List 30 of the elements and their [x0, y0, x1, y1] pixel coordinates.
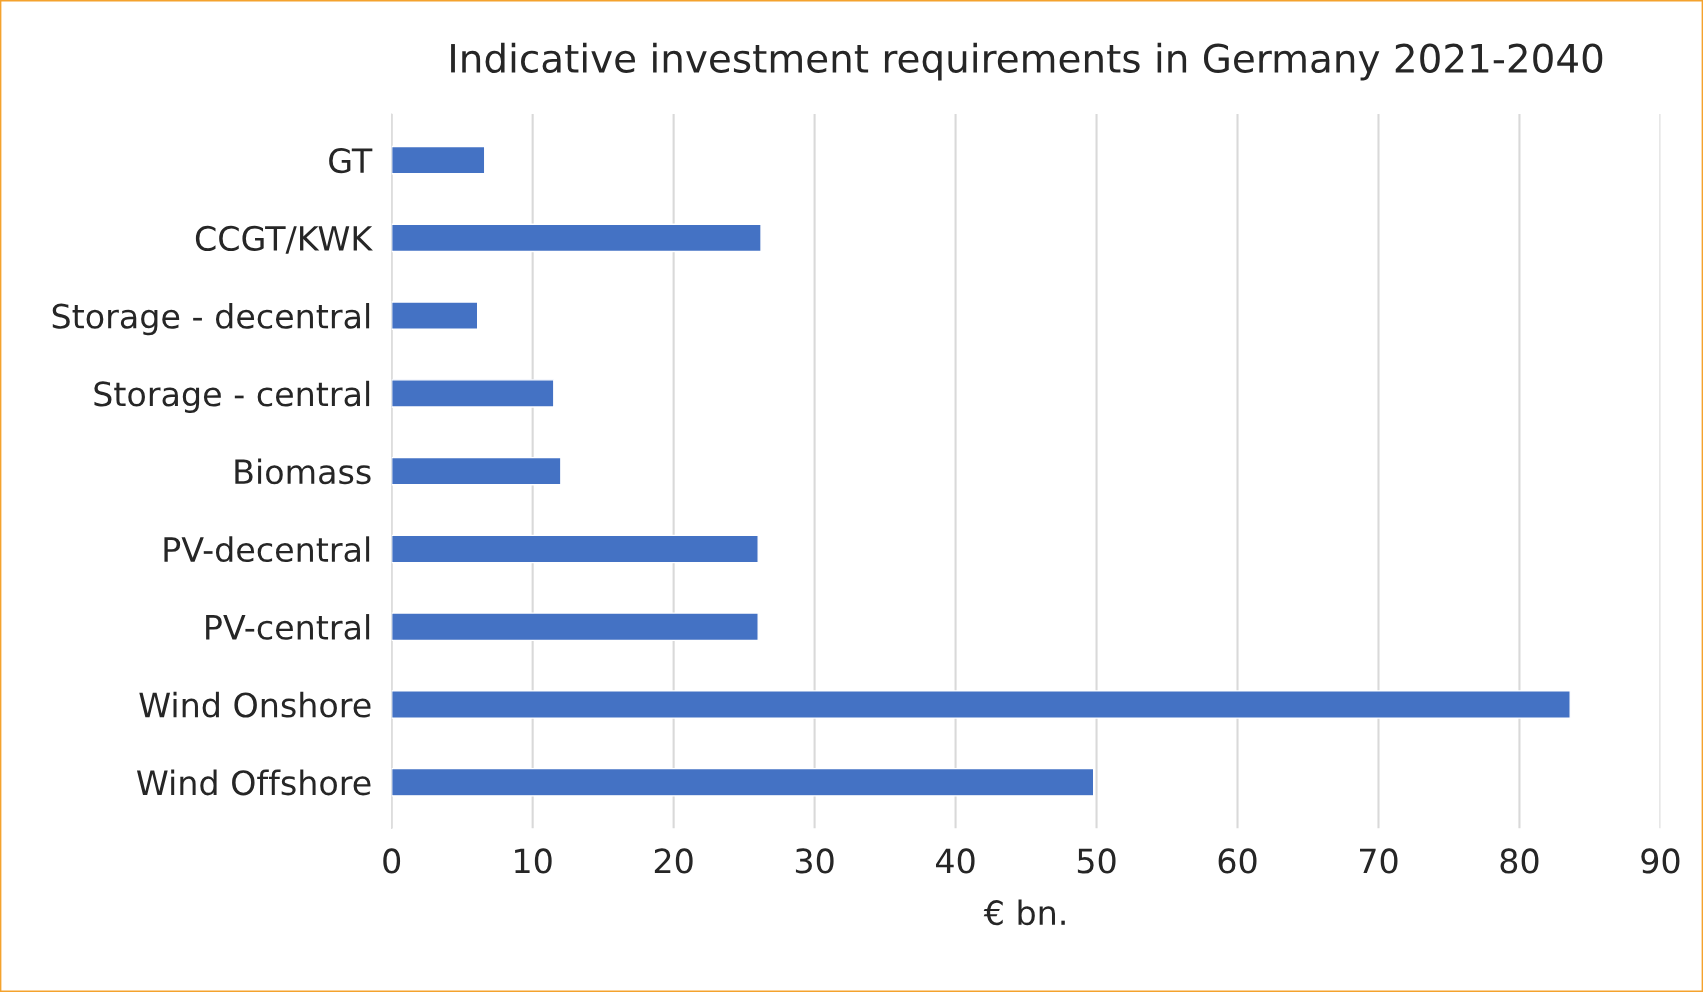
x-tick-label: 10 — [515, 848, 552, 874]
bar — [391, 767, 1095, 797]
y-tick-label: Storage - central — [94, 380, 370, 414]
bar — [391, 456, 562, 486]
bar — [391, 301, 479, 330]
y-tick-label: PV-decentral — [164, 536, 370, 563]
bar — [391, 379, 555, 408]
bar — [391, 145, 486, 175]
y-tick-label: Wind Onshore — [139, 691, 371, 718]
chart-title: Indicative investment requirements in Germany 2021-2040 — [451, 42, 1603, 81]
x-tick-label: 50 — [1077, 848, 1116, 874]
x-tick-label: 90 — [1641, 848, 1680, 874]
y-tick-label: Storage - decentral — [52, 303, 370, 336]
y-tick-label: GT — [329, 148, 373, 174]
bar — [391, 690, 1571, 719]
bar — [391, 223, 762, 253]
x-axis-title: € bn. — [983, 899, 1065, 926]
x-tick-label: 30 — [795, 848, 834, 874]
x-tick-label: 20 — [654, 848, 693, 874]
y-tick-label: CCGT/KWK — [195, 225, 373, 254]
bar — [391, 534, 759, 564]
x-tick-label: 40 — [935, 848, 975, 874]
x-tick-label: 70 — [1360, 848, 1398, 874]
y-tick-label: Wind Offshore — [136, 769, 371, 796]
bar — [391, 612, 759, 642]
x-tick-label: 60 — [1218, 848, 1257, 874]
y-tick-label: PV-central — [206, 614, 370, 640]
x-tick-label: 0 — [383, 848, 401, 874]
x-tick-label: 80 — [1500, 848, 1539, 874]
y-tick-label: Biomass — [235, 458, 371, 485]
